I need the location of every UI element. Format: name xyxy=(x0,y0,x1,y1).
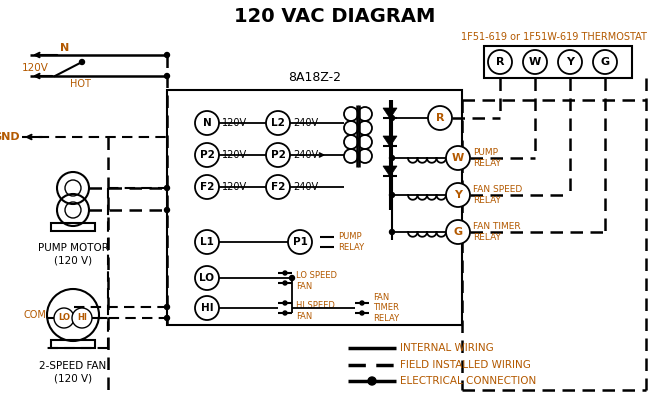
Text: G: G xyxy=(454,227,462,237)
Text: FAN
TIMER
RELAY: FAN TIMER RELAY xyxy=(373,293,399,323)
Circle shape xyxy=(368,377,376,385)
Bar xyxy=(51,223,95,231)
Text: L1: L1 xyxy=(200,237,214,247)
Circle shape xyxy=(266,111,290,135)
Text: G: G xyxy=(600,57,610,67)
Text: P2: P2 xyxy=(200,150,214,160)
Text: 120V: 120V xyxy=(222,118,247,128)
Circle shape xyxy=(593,50,617,74)
Circle shape xyxy=(288,230,312,254)
Text: 120V: 120V xyxy=(222,150,247,160)
Text: FAN TIMER
RELAY: FAN TIMER RELAY xyxy=(473,222,521,242)
Circle shape xyxy=(72,308,92,328)
Bar xyxy=(51,340,95,348)
Bar xyxy=(167,90,462,325)
Text: 8A18Z-2: 8A18Z-2 xyxy=(288,71,341,84)
Circle shape xyxy=(283,301,287,305)
Text: COM: COM xyxy=(23,310,46,320)
Text: W: W xyxy=(452,153,464,163)
Circle shape xyxy=(266,175,290,199)
Text: 120V: 120V xyxy=(222,182,247,192)
Circle shape xyxy=(165,316,170,321)
Circle shape xyxy=(165,186,170,191)
Text: F2: F2 xyxy=(271,182,285,192)
Circle shape xyxy=(195,175,219,199)
Text: Y: Y xyxy=(454,190,462,200)
Text: HI SPEED
FAN: HI SPEED FAN xyxy=(296,301,335,321)
Text: ELECTRICAL CONNECTION: ELECTRICAL CONNECTION xyxy=(400,376,536,386)
Circle shape xyxy=(389,230,395,235)
Text: L2: L2 xyxy=(271,118,285,128)
Circle shape xyxy=(165,52,170,57)
Circle shape xyxy=(289,276,295,280)
Bar xyxy=(484,46,632,78)
Text: W: W xyxy=(529,57,541,67)
Text: P1: P1 xyxy=(293,237,308,247)
Circle shape xyxy=(446,146,470,170)
Text: LO SPEED
FAN: LO SPEED FAN xyxy=(296,271,337,291)
Circle shape xyxy=(165,207,170,212)
Text: R: R xyxy=(436,113,444,123)
Circle shape xyxy=(523,50,547,74)
Circle shape xyxy=(488,50,512,74)
Text: 240V: 240V xyxy=(293,150,318,160)
Circle shape xyxy=(195,266,219,290)
Circle shape xyxy=(283,281,287,285)
Circle shape xyxy=(165,305,170,310)
Circle shape xyxy=(428,106,452,130)
Text: Y: Y xyxy=(566,57,574,67)
Circle shape xyxy=(266,143,290,167)
Text: FIELD INSTALLED WIRING: FIELD INSTALLED WIRING xyxy=(400,360,531,370)
Circle shape xyxy=(195,111,219,135)
Circle shape xyxy=(558,50,582,74)
Circle shape xyxy=(283,271,287,275)
Text: 120 VAC DIAGRAM: 120 VAC DIAGRAM xyxy=(234,7,436,26)
Text: 240V: 240V xyxy=(293,118,318,128)
Circle shape xyxy=(446,220,470,244)
Text: PUMP
RELAY: PUMP RELAY xyxy=(338,232,364,252)
Text: N: N xyxy=(60,43,70,53)
Text: HOT: HOT xyxy=(70,79,90,89)
Circle shape xyxy=(195,296,219,320)
Text: R: R xyxy=(496,57,505,67)
Text: FAN SPEED
RELAY: FAN SPEED RELAY xyxy=(473,185,522,205)
Circle shape xyxy=(54,308,74,328)
Circle shape xyxy=(195,230,219,254)
Text: LO: LO xyxy=(58,313,70,323)
Text: N: N xyxy=(202,118,211,128)
Circle shape xyxy=(283,311,287,315)
Circle shape xyxy=(389,155,395,160)
Polygon shape xyxy=(383,108,397,119)
Text: PUMP
RELAY: PUMP RELAY xyxy=(473,148,501,168)
Polygon shape xyxy=(383,136,397,147)
Text: PUMP MOTOR
(120 V): PUMP MOTOR (120 V) xyxy=(38,243,109,265)
Circle shape xyxy=(446,183,470,207)
Text: INTERNAL WIRING: INTERNAL WIRING xyxy=(400,343,494,353)
Text: GND: GND xyxy=(0,132,20,142)
Circle shape xyxy=(80,59,84,65)
Text: F2: F2 xyxy=(200,182,214,192)
Text: 240V: 240V xyxy=(293,182,318,192)
Text: LO: LO xyxy=(200,273,214,283)
Circle shape xyxy=(360,311,364,315)
Circle shape xyxy=(195,143,219,167)
Circle shape xyxy=(165,73,170,78)
Circle shape xyxy=(389,192,395,197)
Polygon shape xyxy=(383,166,397,176)
Circle shape xyxy=(360,301,364,305)
Text: HI: HI xyxy=(201,303,213,313)
Text: 2-SPEED FAN
(120 V): 2-SPEED FAN (120 V) xyxy=(40,361,107,383)
Circle shape xyxy=(389,116,395,121)
Text: 120V: 120V xyxy=(22,63,49,73)
Text: P2: P2 xyxy=(271,150,285,160)
Text: 1F51-619 or 1F51W-619 THERMOSTAT: 1F51-619 or 1F51W-619 THERMOSTAT xyxy=(461,32,647,42)
Text: HI: HI xyxy=(77,313,87,323)
